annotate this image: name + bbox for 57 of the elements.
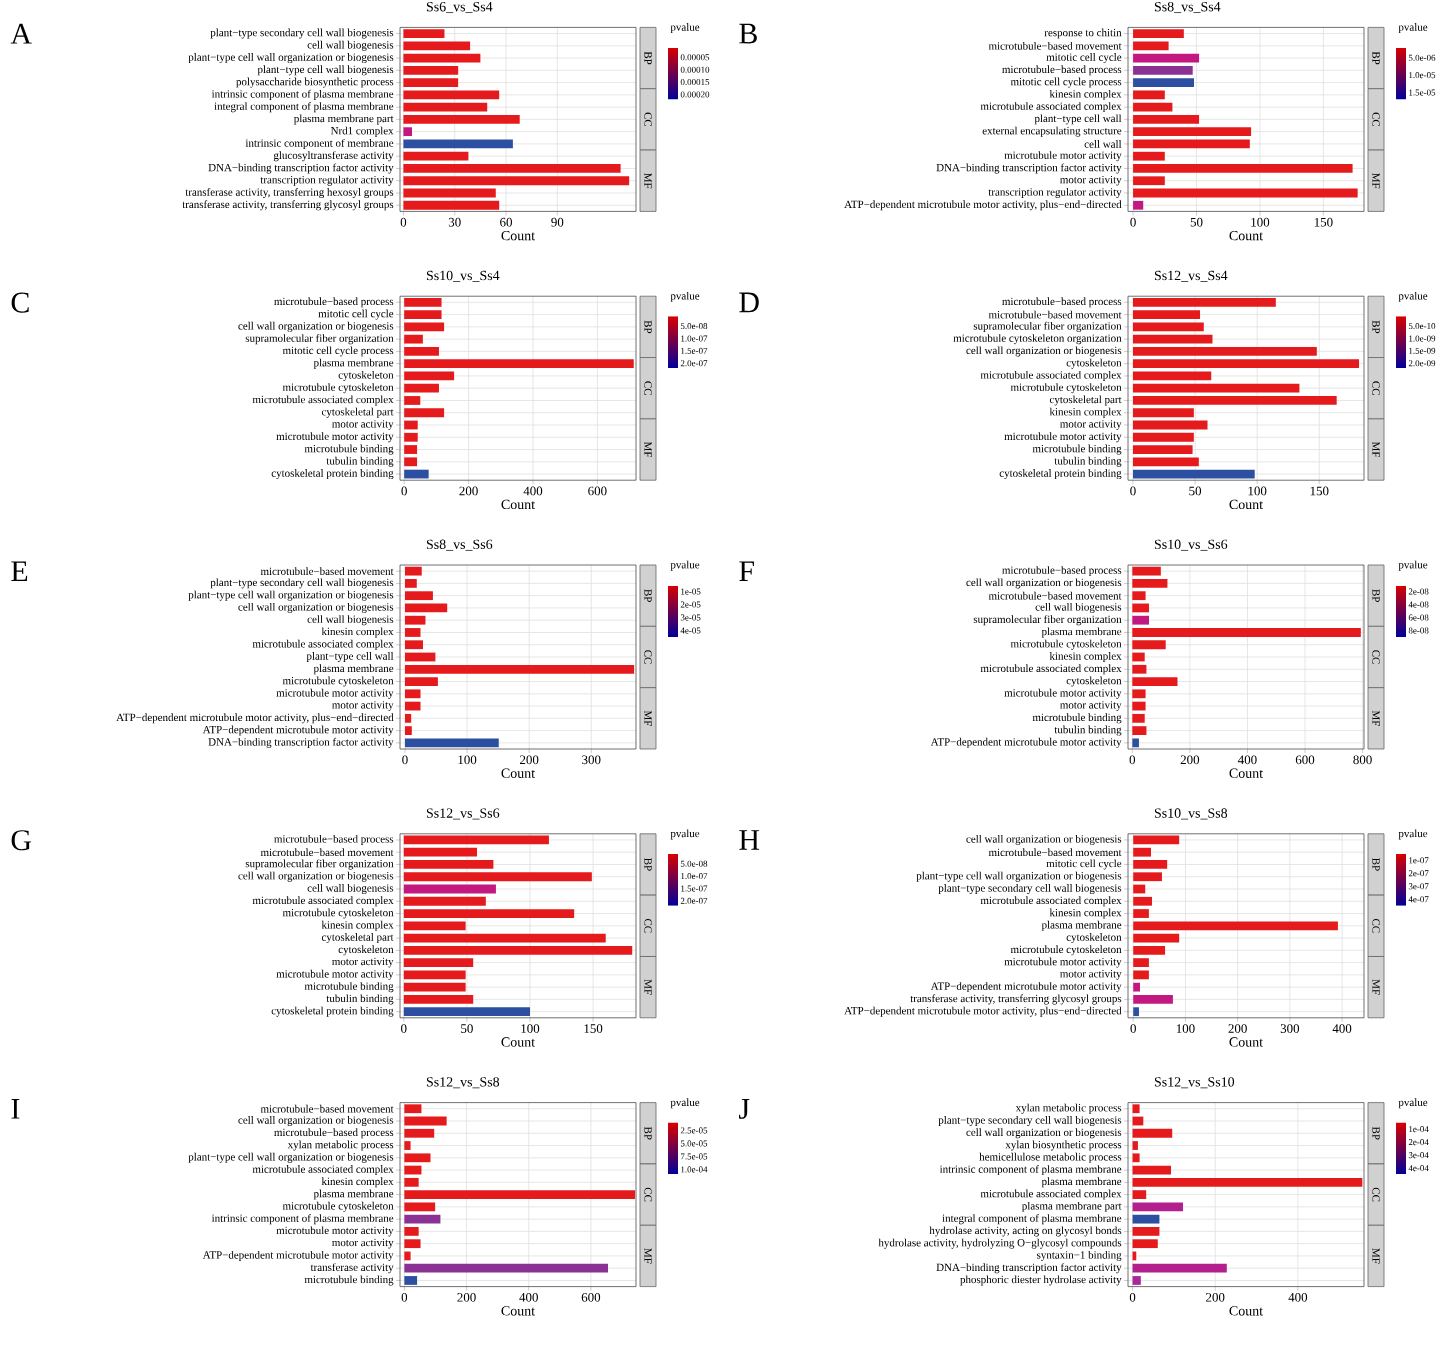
bar bbox=[1133, 933, 1180, 943]
bar bbox=[404, 371, 455, 381]
bar bbox=[1132, 652, 1145, 662]
bar bbox=[404, 469, 429, 479]
text: G bbox=[11, 830, 32, 851]
bar bbox=[403, 933, 606, 943]
bar bbox=[1133, 139, 1250, 149]
bar bbox=[1133, 884, 1146, 894]
bar bbox=[1132, 738, 1139, 748]
bar bbox=[404, 1104, 422, 1114]
bar bbox=[1132, 420, 1208, 430]
bar bbox=[1133, 66, 1193, 76]
bar bbox=[404, 1276, 418, 1286]
bar bbox=[403, 53, 481, 63]
bar bbox=[1133, 90, 1165, 100]
bar bbox=[1132, 1264, 1227, 1273]
bar bbox=[1133, 1007, 1139, 1017]
bar bbox=[404, 1116, 447, 1126]
bar bbox=[404, 603, 448, 613]
text: A bbox=[10, 24, 32, 44]
text: H bbox=[739, 830, 760, 851]
bar bbox=[1132, 1165, 1171, 1175]
bar bbox=[403, 1007, 530, 1017]
text: J bbox=[739, 1099, 750, 1120]
text: C bbox=[11, 292, 29, 313]
bar bbox=[1132, 469, 1255, 479]
bar bbox=[1132, 1215, 1160, 1224]
bar bbox=[1132, 616, 1150, 625]
bar bbox=[1133, 188, 1358, 198]
bar bbox=[404, 738, 499, 748]
bar bbox=[403, 835, 549, 845]
bar bbox=[403, 884, 496, 894]
bar bbox=[404, 1251, 411, 1261]
bar bbox=[1133, 835, 1180, 845]
bar bbox=[1133, 201, 1144, 210]
bar bbox=[403, 127, 412, 137]
text: D bbox=[739, 292, 759, 313]
bar bbox=[403, 139, 513, 149]
text: F bbox=[739, 561, 754, 582]
bar bbox=[1133, 53, 1200, 63]
bar bbox=[1133, 78, 1194, 88]
bar bbox=[1132, 1276, 1141, 1286]
bar bbox=[404, 1264, 609, 1273]
bar bbox=[404, 1215, 441, 1224]
text: I bbox=[11, 1099, 20, 1119]
bar bbox=[1132, 1104, 1140, 1114]
bar bbox=[404, 1165, 422, 1175]
bar bbox=[1132, 1202, 1183, 1212]
bar bbox=[404, 420, 418, 430]
text: B bbox=[739, 24, 757, 44]
bar bbox=[1132, 603, 1150, 613]
bar bbox=[403, 188, 496, 198]
bar bbox=[1132, 701, 1146, 711]
bar bbox=[403, 201, 500, 210]
bar bbox=[1132, 371, 1212, 381]
bar bbox=[404, 652, 436, 662]
text: E bbox=[11, 561, 28, 582]
